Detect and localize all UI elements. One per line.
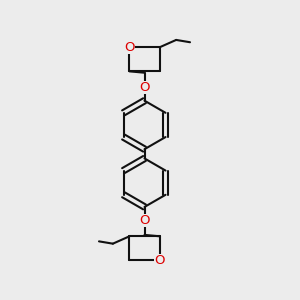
Text: O: O (154, 254, 165, 267)
Text: O: O (139, 214, 150, 227)
Text: O: O (139, 81, 150, 94)
Text: O: O (124, 41, 135, 54)
